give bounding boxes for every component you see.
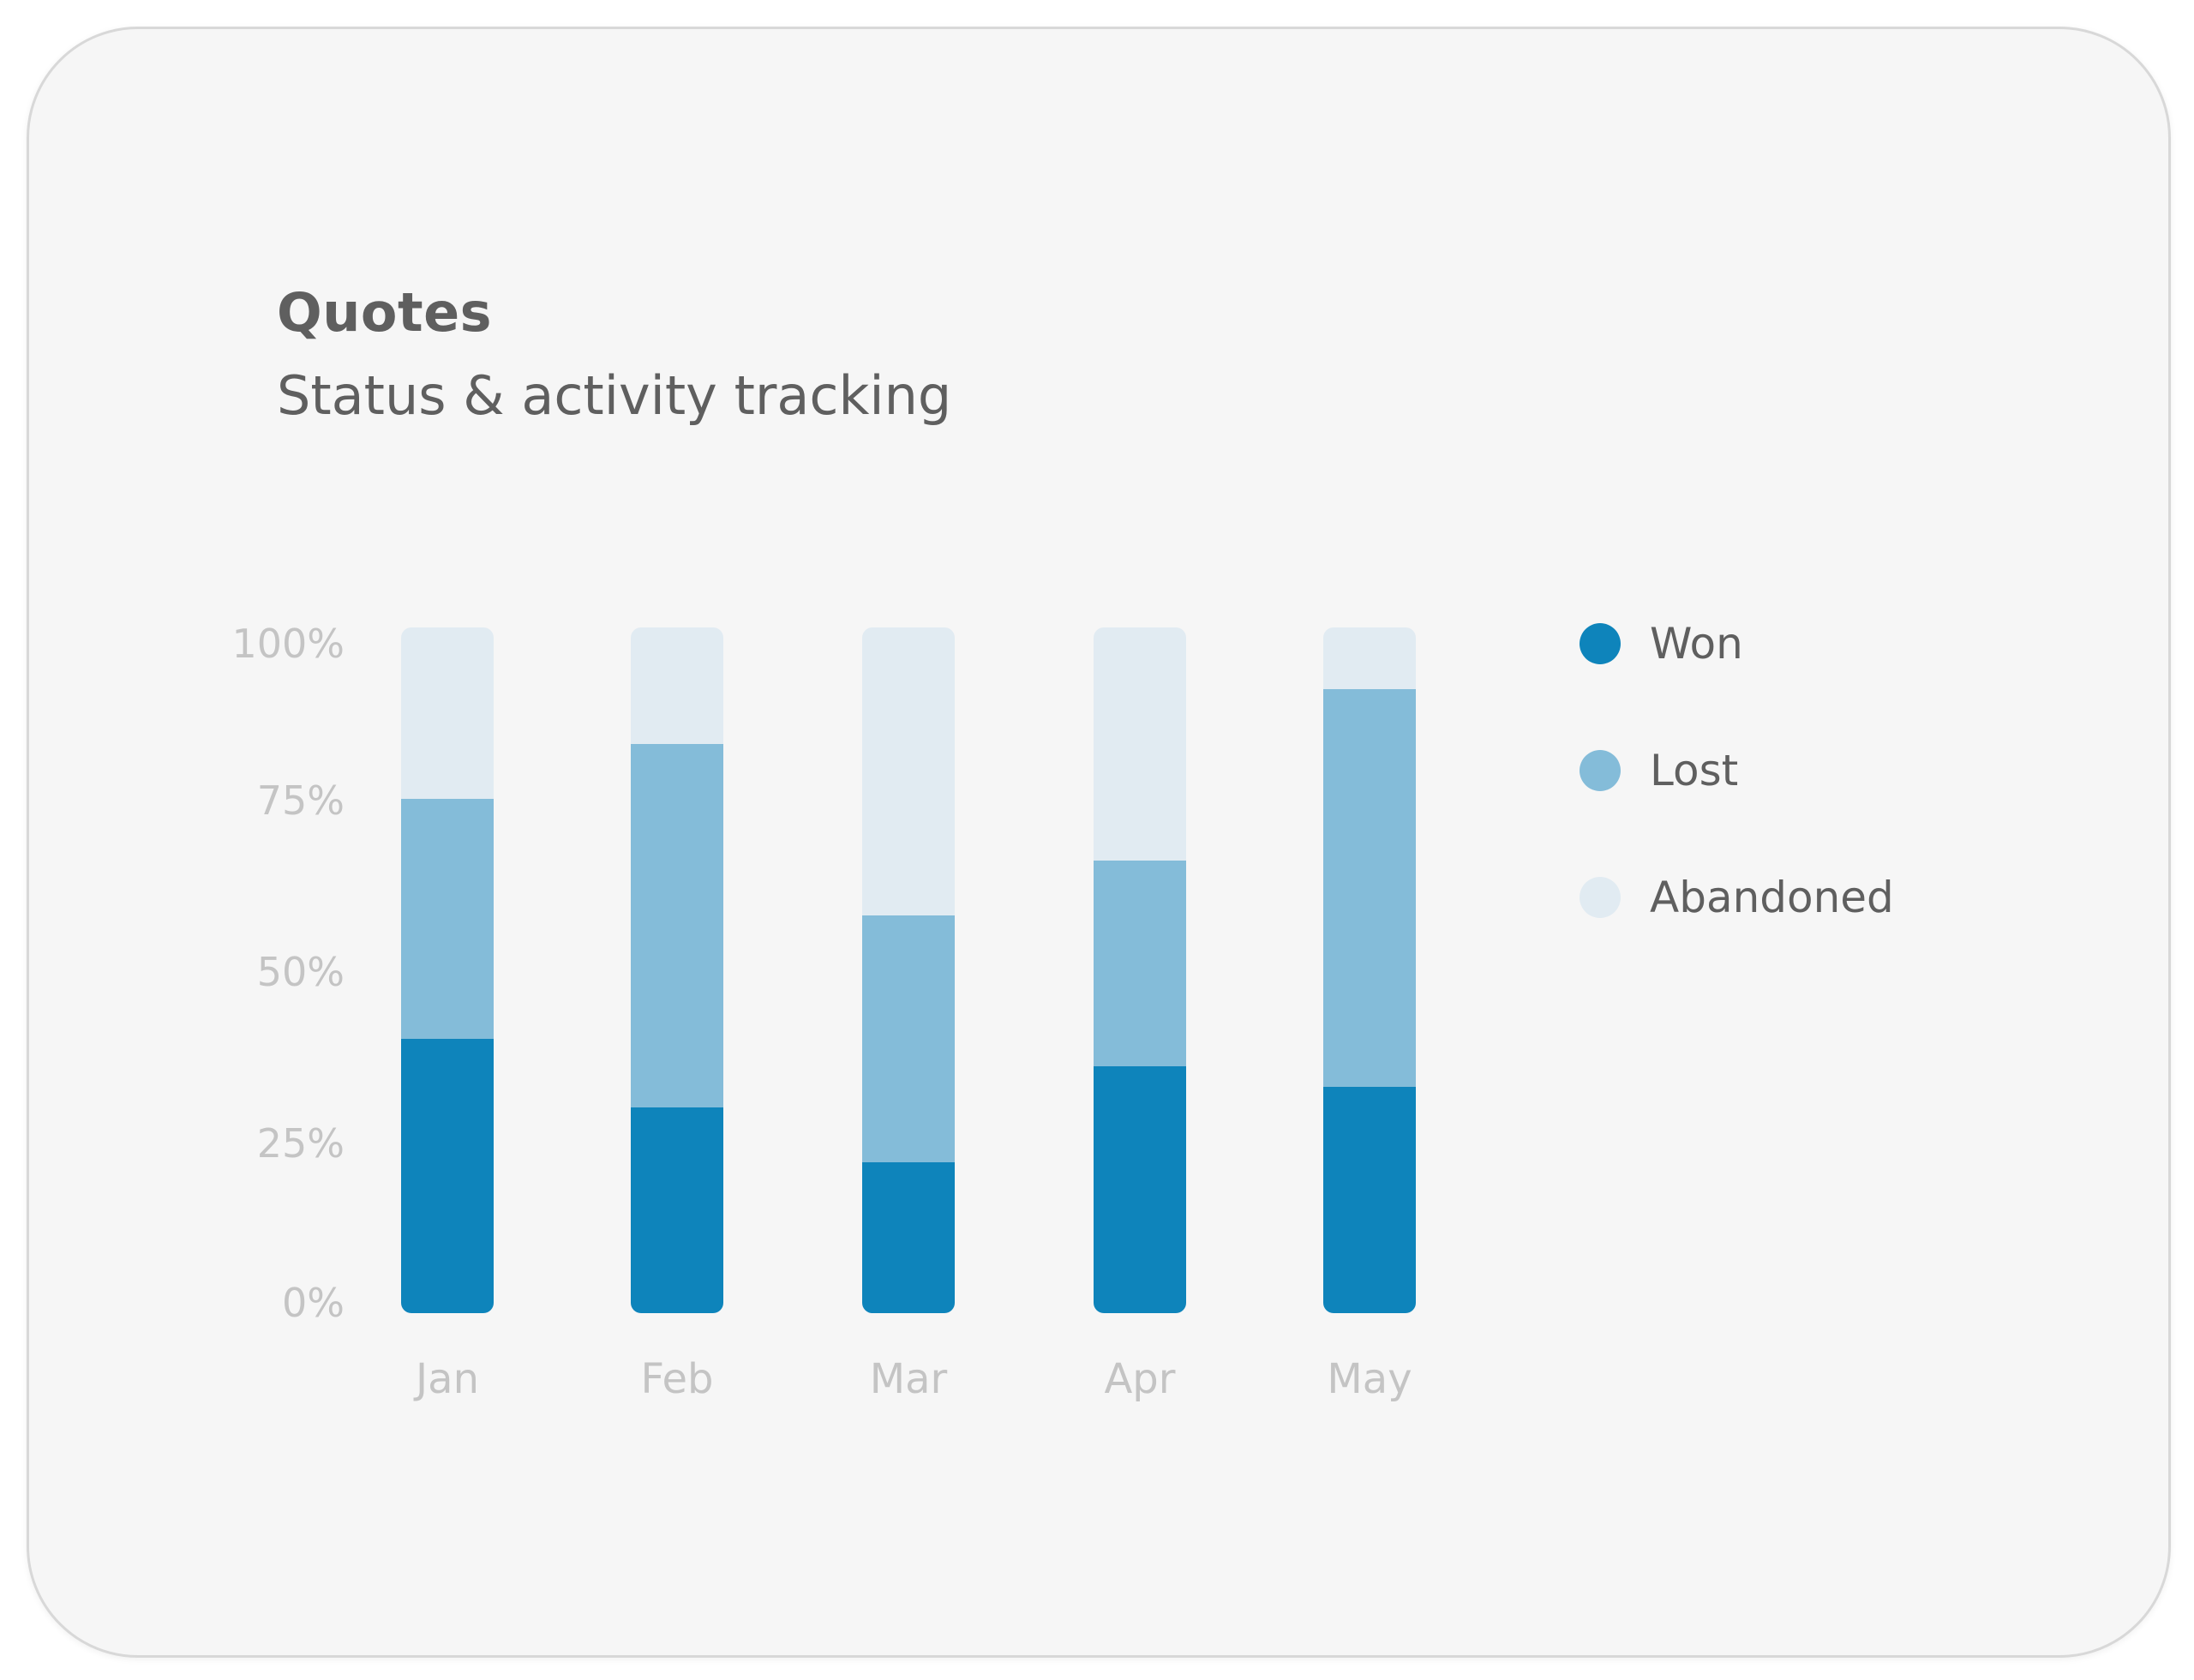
- card-subtitle: Status & activity tracking: [277, 364, 952, 427]
- bar-abandoned-apr[interactable]: [1094, 627, 1186, 861]
- bar-abandoned-feb[interactable]: [631, 627, 723, 744]
- y-tick-label: 75%: [257, 777, 345, 824]
- bar-won-may[interactable]: [1323, 1087, 1416, 1313]
- bar-lost-feb[interactable]: [631, 744, 723, 1107]
- legend-swatch-won: [1580, 623, 1621, 664]
- bar-lost-jan[interactable]: [401, 799, 494, 1039]
- bar-won-feb[interactable]: [631, 1107, 723, 1313]
- bar-stack-mar[interactable]: [862, 627, 955, 1313]
- bar-won-apr[interactable]: [1094, 1066, 1186, 1313]
- bar-lost-apr[interactable]: [1094, 861, 1186, 1066]
- bar-won-jan[interactable]: [401, 1039, 494, 1313]
- x-tick-label: Jan: [413, 1355, 479, 1403]
- bar-abandoned-jan[interactable]: [401, 627, 494, 799]
- legend-swatch-lost: [1580, 750, 1621, 791]
- y-axis-ticks: 0% 25% 50% 75% 100%: [231, 621, 345, 1326]
- legend-label-lost: Lost: [1650, 746, 1739, 795]
- x-tick-label: Apr: [1104, 1355, 1175, 1403]
- bar-stack-apr[interactable]: [1094, 627, 1186, 1313]
- y-tick-label: 25%: [257, 1120, 345, 1167]
- bar-lost-mar[interactable]: [862, 915, 955, 1162]
- bar-stack-may[interactable]: [1323, 627, 1416, 1313]
- bar-won-mar[interactable]: [862, 1162, 955, 1313]
- y-tick-label: 50%: [257, 949, 345, 995]
- x-tick-label: Feb: [641, 1355, 714, 1403]
- x-tick-label: Mar: [870, 1355, 948, 1403]
- x-tick-label: May: [1327, 1355, 1412, 1403]
- card-title: Quotes: [277, 281, 493, 344]
- legend-label-abandoned: Abandoned: [1650, 873, 1894, 922]
- y-tick-label: 100%: [231, 621, 345, 667]
- y-tick-label: 0%: [282, 1280, 345, 1326]
- x-axis-ticks: Jan Feb Mar Apr May: [413, 1355, 1412, 1403]
- bar-abandoned-may[interactable]: [1323, 627, 1416, 689]
- bar-stack-feb[interactable]: [631, 627, 723, 1313]
- legend-label-won: Won: [1650, 619, 1743, 669]
- legend-swatch-abandoned: [1580, 877, 1621, 918]
- bars-group: [401, 627, 1416, 1313]
- bar-lost-may[interactable]: [1323, 689, 1416, 1087]
- bar-abandoned-mar[interactable]: [862, 627, 955, 915]
- bar-stack-jan[interactable]: [401, 627, 494, 1313]
